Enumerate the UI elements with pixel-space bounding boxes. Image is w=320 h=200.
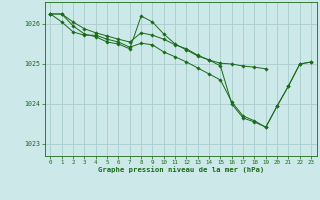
X-axis label: Graphe pression niveau de la mer (hPa): Graphe pression niveau de la mer (hPa) xyxy=(98,167,264,173)
